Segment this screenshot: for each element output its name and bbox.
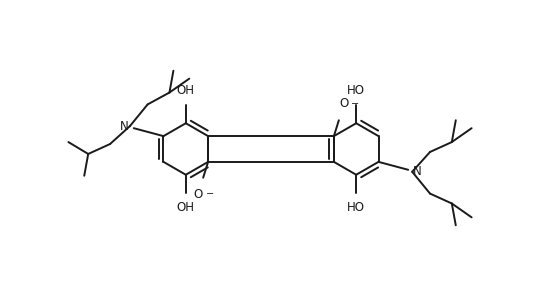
Text: −: − <box>206 189 214 199</box>
Text: OH: OH <box>177 84 195 97</box>
Text: O: O <box>340 97 349 110</box>
Text: −: − <box>351 99 359 109</box>
Text: N: N <box>413 165 422 178</box>
Text: N: N <box>120 120 129 133</box>
Text: OH: OH <box>177 200 195 214</box>
Text: HO: HO <box>347 84 365 97</box>
Text: O: O <box>193 188 202 201</box>
Text: HO: HO <box>347 200 365 214</box>
